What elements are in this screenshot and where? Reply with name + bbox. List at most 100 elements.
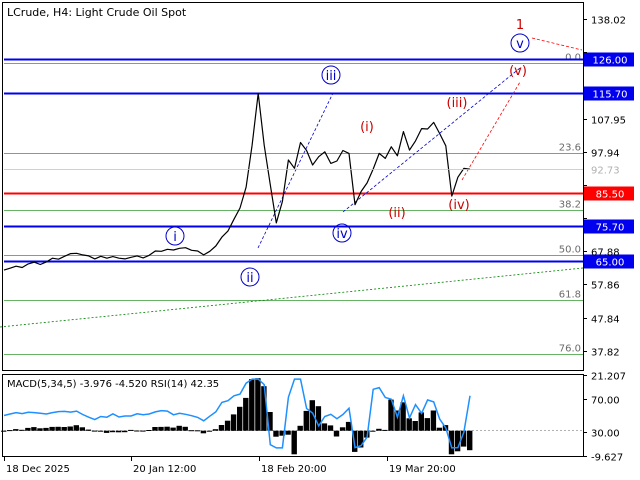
wave-label: i xyxy=(173,230,177,245)
macd-bar xyxy=(182,426,188,431)
macd-bar xyxy=(370,430,376,432)
wave-label: ii xyxy=(246,271,253,286)
macd-bar xyxy=(206,430,213,432)
macd-bar xyxy=(67,426,73,431)
macd-bar xyxy=(7,430,13,432)
wave-v-line xyxy=(342,67,521,213)
macd-bar xyxy=(158,426,164,431)
macd-bar xyxy=(25,427,31,431)
level-price-box xyxy=(584,186,634,201)
macd-bar xyxy=(237,406,243,431)
macd-bar xyxy=(230,414,237,431)
macd-bar xyxy=(291,430,297,455)
level-price-label: 65.00 xyxy=(596,258,625,269)
macd-bar xyxy=(339,427,346,431)
macd-bar xyxy=(85,429,92,431)
macd-bar xyxy=(224,420,231,431)
macd-bar xyxy=(345,421,352,431)
macd-bar xyxy=(116,430,122,433)
time-tick-label: 20 Jan 12:00 xyxy=(133,464,196,475)
wave-circle xyxy=(321,65,341,85)
macd-bar xyxy=(400,402,406,431)
macd-bar xyxy=(152,427,158,431)
macd-bar xyxy=(103,430,110,433)
current-price-box xyxy=(584,162,634,177)
macd-bar xyxy=(261,386,267,431)
macd-bar xyxy=(376,428,382,431)
macd-bar xyxy=(315,406,322,431)
macd-bar xyxy=(255,378,261,431)
macd-bar xyxy=(146,430,152,431)
macd-bar xyxy=(61,427,67,431)
wave-label: (iii) xyxy=(447,96,468,111)
time-tick-label: 18 Feb 20:00 xyxy=(261,464,327,475)
macd-bar xyxy=(170,427,176,431)
macd-bar xyxy=(279,430,285,436)
fibo-label: 23.6 xyxy=(559,143,581,154)
macd-bar xyxy=(212,429,219,431)
price-line xyxy=(3,92,471,271)
wave-label: v xyxy=(516,37,524,52)
time-tick-label: 18 Dec 2025 xyxy=(6,464,70,475)
fibo-label: 76.0 xyxy=(559,344,581,355)
indicator-tick-label: -9.627 xyxy=(591,453,623,464)
macd-bar xyxy=(382,429,388,431)
macd-bar xyxy=(1,430,7,432)
macd-bar xyxy=(91,430,98,432)
price-tick-label: 57.86 xyxy=(591,281,620,292)
macd-bar xyxy=(436,427,443,431)
macd-bar xyxy=(43,427,49,431)
macd-bar xyxy=(13,429,19,431)
macd-bar xyxy=(412,421,418,431)
wave-iii-line xyxy=(257,92,334,249)
fibo-label: 61.8 xyxy=(559,290,581,301)
time-tick-label: 19 Mar 20:00 xyxy=(389,464,456,475)
long-trend-line xyxy=(0,267,584,328)
macd-bar xyxy=(109,430,116,433)
macd-bar xyxy=(430,410,437,431)
wave-label: iii xyxy=(326,69,337,84)
level-price-box xyxy=(584,219,634,234)
macd-bar xyxy=(418,412,424,431)
fibo-label: 50.0 xyxy=(559,245,581,256)
macd-bar xyxy=(460,430,467,447)
indicator-tick-label: 30.00 xyxy=(591,429,620,440)
macd-bar xyxy=(188,430,194,432)
fibonacci-levels: 0.0 23.6 38.2 50.0 61.8 76.0 xyxy=(4,53,583,355)
wave-circle xyxy=(165,226,185,246)
price-axis[interactable]: 138.02 107.95 97.94 67.88 57.86 47.84 37.82 xyxy=(583,16,626,359)
time-axis[interactable]: 18 Dec 2025 20 Jan 12:00 18 Feb 20:00 19 Ma… xyxy=(4,456,456,475)
indicator-pane-frame xyxy=(2,374,584,457)
current-price-label: 92.73 xyxy=(591,166,620,177)
macd-bar xyxy=(297,425,303,431)
macd-rsi-panel: 21.207 70.00 30.00 -9.627 xyxy=(1,372,626,464)
level-price-box xyxy=(584,86,634,101)
indicator-tick-label: 70.00 xyxy=(591,396,620,407)
macd-bar xyxy=(309,400,315,431)
wave-circle xyxy=(240,267,260,287)
macd-bar xyxy=(273,430,279,437)
wave-label: (ii) xyxy=(388,206,405,221)
macd-bar xyxy=(55,426,61,431)
fibo-label: 38.2 xyxy=(559,200,581,211)
macd-bar xyxy=(134,430,140,432)
fibo-label: 0.0 xyxy=(565,53,581,64)
macd-bar xyxy=(140,430,146,432)
macd-bar xyxy=(321,423,328,431)
macd-bar xyxy=(122,430,128,433)
level-price-label: 85.50 xyxy=(596,190,625,201)
macd-bar xyxy=(243,397,249,431)
macd-bar xyxy=(358,430,364,448)
main-pane-frame xyxy=(2,2,584,371)
macd-bar xyxy=(267,412,273,431)
macd-bar xyxy=(448,430,455,455)
wave-1-line xyxy=(531,37,583,51)
macd-bar xyxy=(176,425,182,431)
wave-circle xyxy=(510,33,530,53)
wave-label: (v) xyxy=(509,64,527,79)
macd-bar xyxy=(19,429,25,431)
price-tick-label: 107.95 xyxy=(591,116,626,127)
macd-bar xyxy=(200,430,207,434)
macd-bar xyxy=(388,399,394,431)
